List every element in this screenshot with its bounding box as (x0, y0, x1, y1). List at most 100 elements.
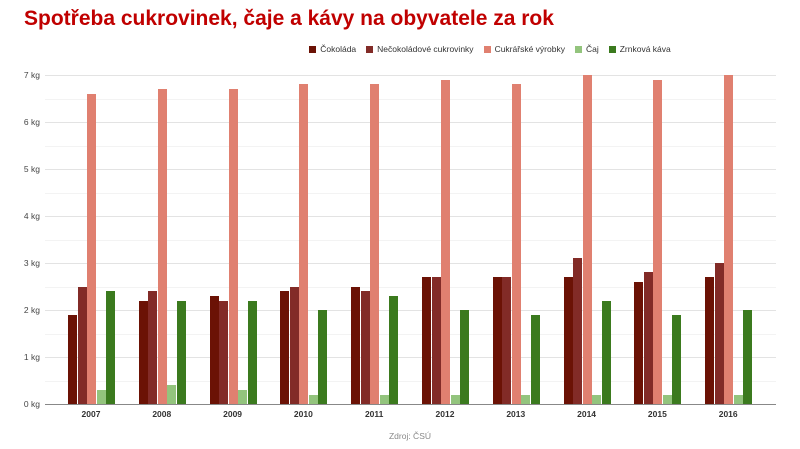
bar[interactable] (601, 300, 611, 404)
bar[interactable] (450, 394, 460, 404)
x-tick-label: 2010 (293, 409, 313, 419)
y-tick-label: 2 kg (23, 305, 40, 315)
y-tick-label: 6 kg (23, 117, 40, 127)
y-tick-label: 7 kg (23, 70, 40, 80)
gridline (45, 334, 776, 335)
legend-swatch-icon (366, 45, 374, 53)
bar[interactable] (672, 314, 682, 404)
bar[interactable] (422, 277, 431, 404)
gridline (45, 169, 776, 170)
gridline (45, 146, 776, 147)
bar[interactable] (167, 385, 177, 404)
gridline (45, 216, 776, 217)
x-tick-label: 2011 (364, 409, 384, 419)
bar[interactable] (351, 286, 361, 404)
y-tick-label: 1 kg (23, 352, 40, 362)
bar[interactable] (653, 79, 663, 404)
x-tick-label: 2015 (647, 409, 667, 419)
gridline (45, 99, 776, 100)
x-tick-label: 2012 (435, 409, 455, 419)
x-axis-line (45, 404, 776, 405)
y-tick-label: 4 kg (23, 211, 40, 221)
bar[interactable] (592, 394, 602, 404)
bar[interactable] (573, 258, 583, 404)
bar[interactable] (238, 389, 248, 404)
bar[interactable] (460, 310, 469, 404)
y-tick-label: 5 kg (23, 164, 40, 174)
bar[interactable] (308, 394, 318, 404)
bar[interactable] (138, 300, 148, 404)
bar[interactable] (582, 75, 592, 404)
bar[interactable] (492, 277, 502, 404)
legend: Čokoláda Nečokoládové cukrovinky Cukrářské… (0, 44, 800, 54)
bar[interactable] (662, 394, 672, 404)
bar[interactable] (714, 263, 724, 404)
bar[interactable] (705, 277, 715, 404)
gridline (45, 75, 776, 76)
bar[interactable] (228, 89, 238, 404)
x-tick-label: 2014 (577, 409, 597, 419)
bar[interactable] (280, 291, 290, 404)
legend-swatch-icon (574, 45, 582, 53)
bar[interactable] (634, 281, 644, 404)
bar[interactable] (441, 79, 450, 404)
gridline (45, 310, 776, 311)
bar[interactable] (87, 93, 96, 404)
bar[interactable] (389, 295, 399, 404)
legend-swatch-icon (608, 45, 616, 53)
gridline (45, 381, 776, 382)
x-tick-label: 2016 (718, 409, 738, 419)
legend-label: Nečokoládové cukrovinky (377, 44, 474, 54)
bar[interactable] (379, 394, 389, 404)
bar[interactable] (743, 310, 753, 404)
x-tick-label: 2007 (81, 409, 101, 419)
bar[interactable] (431, 277, 441, 404)
bar[interactable] (318, 310, 328, 404)
bar[interactable] (521, 394, 531, 404)
bar[interactable] (77, 286, 87, 404)
bar[interactable] (96, 389, 106, 404)
bar[interactable] (157, 89, 167, 404)
legend-label: Čokoláda (320, 44, 357, 54)
legend-label: Čaj (585, 44, 599, 54)
legend-swatch-icon (309, 45, 317, 53)
bar[interactable] (724, 75, 734, 404)
legend-item: Nečokoládové cukrovinky (366, 44, 474, 54)
bar[interactable] (209, 295, 219, 404)
legend-item: Zrnková káva (608, 44, 671, 54)
bar[interactable] (370, 84, 380, 404)
legend-item: Cukrářské výrobky (483, 44, 565, 54)
gridline (45, 240, 776, 241)
x-tick-label: 2013 (506, 409, 526, 419)
legend-item: Čokoláda (309, 44, 356, 54)
bar[interactable] (643, 272, 653, 404)
gridline (45, 122, 776, 123)
bar[interactable] (247, 300, 257, 404)
y-tick-label: 0 kg (23, 399, 40, 409)
bar[interactable] (148, 291, 158, 404)
x-tick-label: 2008 (152, 409, 172, 419)
x-tick-label: 2009 (223, 409, 243, 419)
bar[interactable] (219, 300, 229, 404)
bar[interactable] (106, 291, 115, 404)
bar[interactable] (511, 84, 521, 404)
source-note: Zdroj: ČSÚ (388, 431, 432, 441)
bar[interactable] (733, 394, 743, 404)
bar[interactable] (563, 277, 573, 404)
bar[interactable] (530, 314, 540, 404)
legend-swatch-icon (483, 45, 491, 53)
bar[interactable] (502, 277, 512, 404)
gridline (45, 287, 776, 288)
chart-title: Spotřeba cukrovinek, čaje a kávy na obyv… (24, 7, 554, 30)
bar[interactable] (299, 84, 309, 404)
legend-label: Cukrářské výrobky (494, 44, 565, 54)
bar[interactable] (289, 286, 299, 404)
legend-item: Čaj (574, 44, 599, 54)
bar[interactable] (176, 300, 186, 404)
bar[interactable] (360, 291, 370, 404)
gridline (45, 263, 776, 264)
bar[interactable] (68, 314, 77, 404)
y-tick-label: 3 kg (23, 258, 40, 268)
gridline (45, 357, 776, 358)
